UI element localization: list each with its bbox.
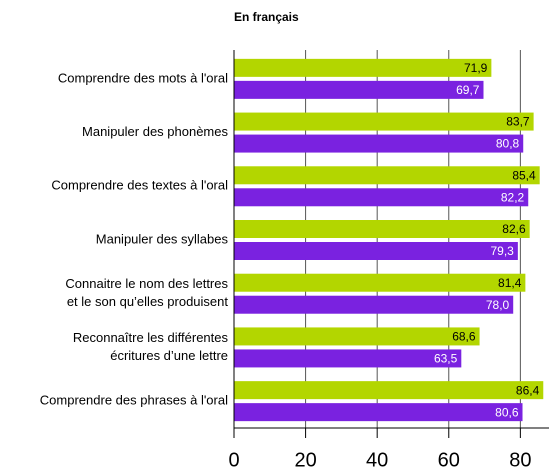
category-label: Manipuler des phonèmes xyxy=(82,124,228,139)
value-label: 63,5 xyxy=(434,352,458,366)
bar xyxy=(234,327,480,346)
value-label: 79,3 xyxy=(490,244,514,258)
category-label: Comprendre des textes à l'oral xyxy=(51,178,228,193)
bar xyxy=(234,80,484,99)
bar xyxy=(234,58,492,77)
value-label: 82,2 xyxy=(501,190,525,204)
category-label: Comprendre des phrases à l'oral xyxy=(40,393,228,408)
value-label: 80,6 xyxy=(495,405,519,419)
value-label: 68,6 xyxy=(452,330,476,344)
x-tick-label: 80 xyxy=(509,449,531,470)
bar xyxy=(234,134,524,153)
category-label: écritures d’une lettre xyxy=(110,348,228,363)
category-label: Manipuler des syllabes xyxy=(96,231,229,246)
x-tick-label: 40 xyxy=(366,449,388,470)
category-label: Comprendre des mots à l'oral xyxy=(58,70,228,85)
bar xyxy=(234,242,518,260)
value-label: 82,6 xyxy=(502,222,526,236)
value-label: 71,9 xyxy=(464,61,488,75)
bar xyxy=(234,349,462,368)
bar xyxy=(234,112,534,131)
x-tick-label: 0 xyxy=(228,449,239,470)
bar xyxy=(234,273,526,292)
category-label: et le son qu’elles produisent xyxy=(67,294,229,309)
chart-title: En français xyxy=(234,10,299,24)
bar xyxy=(234,381,544,400)
bar xyxy=(234,295,514,314)
category-label: Connaitre le nom des lettres xyxy=(65,276,228,291)
value-label: 86,4 xyxy=(516,383,540,397)
bar xyxy=(234,166,540,185)
category-label: Reconnaître les différentes xyxy=(73,330,229,345)
bar xyxy=(234,220,530,238)
value-label: 80,8 xyxy=(496,137,520,151)
bar xyxy=(234,403,523,422)
value-label: 83,7 xyxy=(506,115,530,129)
value-label: 69,7 xyxy=(456,83,480,97)
bar xyxy=(234,188,529,207)
value-label: 85,4 xyxy=(512,168,536,182)
x-tick-label: 60 xyxy=(438,449,460,470)
value-label: 78,0 xyxy=(486,298,510,312)
x-tick-label: 20 xyxy=(294,449,316,470)
value-label: 81,4 xyxy=(498,276,522,290)
